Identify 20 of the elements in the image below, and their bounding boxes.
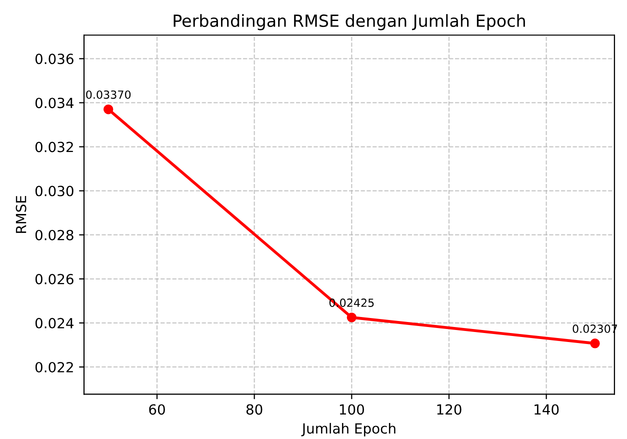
x-tick-label: 100: [340, 404, 364, 415]
y-tick-label: 0.028: [35, 230, 74, 240]
y-tick-label: 0.030: [35, 186, 74, 196]
y-tick-label: 0.036: [35, 54, 74, 64]
y-tick-label: 0.034: [35, 98, 74, 108]
y-tick-label: 0.026: [35, 274, 74, 284]
y-tick-label: 0.022: [35, 362, 73, 372]
x-tick-label: 60: [149, 404, 165, 415]
y-tick-label: 0.032: [35, 142, 73, 152]
chart-title: Perbandingan RMSE dengan Jumlah Epoch: [174, 14, 525, 30]
x-axis-title: Jumlah Epoch: [301, 422, 396, 436]
y-tick-label: 0.024: [35, 318, 74, 328]
y-axis-title: RMSE: [16, 196, 26, 233]
point: [590, 338, 600, 348]
data-label: 0.03370: [86, 90, 131, 99]
x-tick-label: 120: [437, 404, 462, 415]
x-tick-label: 80: [246, 404, 262, 415]
point: [346, 312, 357, 322]
x-tick-label: 140: [534, 404, 559, 415]
point: [103, 104, 114, 114]
